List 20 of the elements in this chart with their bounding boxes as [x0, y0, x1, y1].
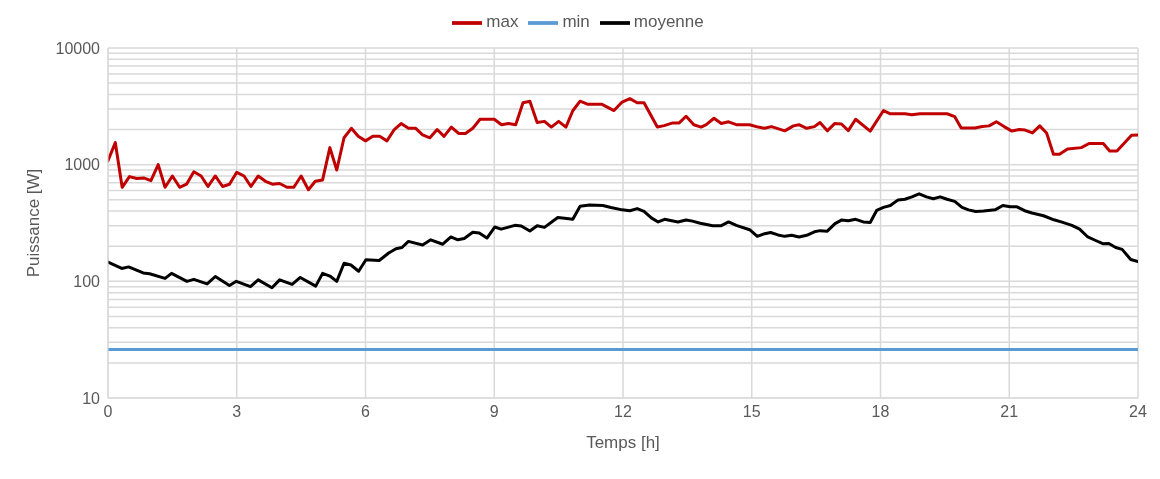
line-series	[108, 97, 1138, 192]
x-tick-label: 0	[103, 403, 113, 421]
x-tick-label: 12	[614, 403, 632, 421]
legend-label: moyenne	[633, 12, 704, 32]
line-series	[108, 192, 1138, 290]
x-tick-label: 9	[489, 403, 499, 421]
x-tick-label: 24	[1129, 403, 1147, 421]
y-axis-title: Puissance [W]	[24, 168, 44, 278]
x-tick-label: 3	[232, 403, 242, 421]
y-tick-label: 1000	[64, 156, 101, 174]
x-tick-label: 6	[361, 403, 371, 421]
legend-label: max	[486, 12, 519, 32]
x-tick-label: 18	[871, 403, 890, 421]
x-tick-label: 15	[742, 403, 761, 421]
y-tick-label: 100	[73, 273, 101, 291]
x-tick-label: 21	[1000, 403, 1019, 421]
y-tick-label: 10	[82, 389, 101, 407]
y-tick-label: 10000	[55, 39, 101, 57]
x-axis-title: Temps [h]	[586, 433, 660, 452]
legend-label: min	[562, 12, 590, 32]
